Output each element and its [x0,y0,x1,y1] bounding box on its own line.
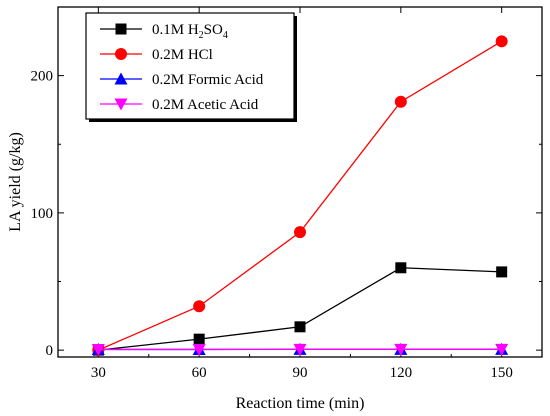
data-point [293,343,307,356]
data-point [495,343,509,356]
x-tick-label: 150 [490,365,513,381]
series-line [98,267,502,351]
y-tick-label: 200 [31,69,54,85]
data-point [495,35,508,48]
legend-marker [115,48,127,60]
data-point [395,262,407,274]
legend-item: 0.2M HCl [100,47,213,63]
legend-label: 0.2M HCl [152,47,213,63]
series-group [91,35,509,357]
y-tick-label: 0 [46,343,54,359]
x-tick-label: 30 [91,365,106,381]
y-tick-label: 100 [31,206,54,222]
series-1 [92,262,508,356]
legend-item: 0.1M H2SO4 [100,22,228,41]
data-point [193,333,205,345]
legend-item: 0.2M Acetic Acid [100,97,259,113]
axes: 30 60 90 120 150 0 100 200 [31,6,543,381]
data-point [394,343,408,356]
data-point [496,266,508,278]
data-point [193,300,206,313]
legend-label: 0.2M Formic Acid [152,72,264,88]
y-axis-label: LA yield (g/kg) [7,132,24,232]
legend-label: 0.2M Acetic Acid [152,97,259,113]
data-point [294,321,306,333]
x-axis-label: Reaction time (min) [236,395,365,412]
legend-marker [114,72,128,85]
legend-marker [115,23,127,35]
series-4 [91,343,509,356]
data-point [394,95,407,108]
legend-marker [114,98,128,111]
x-tick-label: 120 [390,365,413,381]
data-point [192,343,206,356]
legend: 0.1M H2SO4 0.2M HCl 0.2M Formic Acid 0.2M A… [85,12,297,122]
data-point [294,226,306,239]
data-point [91,343,105,356]
legend-label: 0.1M H2SO4 [152,22,228,41]
x-tick-label: 90 [293,365,308,381]
x-tick-label: 60 [192,365,207,381]
legend-item: 0.2M Formic Acid [100,72,264,88]
